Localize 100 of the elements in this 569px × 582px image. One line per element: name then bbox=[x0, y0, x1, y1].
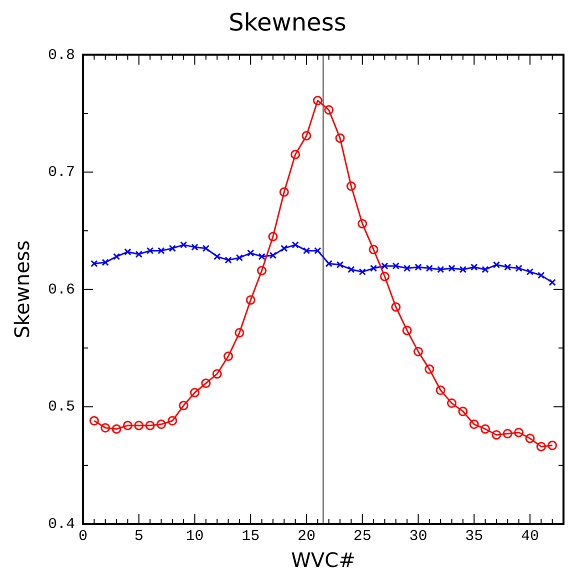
point bbox=[525, 434, 535, 444]
y-tick-label: 0.8 bbox=[48, 46, 76, 64]
point bbox=[482, 266, 489, 274]
x-tick-label: 40 bbox=[520, 528, 539, 545]
point bbox=[135, 250, 142, 258]
point bbox=[134, 420, 144, 430]
x-tick-label: 25 bbox=[353, 528, 372, 545]
point bbox=[212, 369, 222, 379]
point bbox=[336, 261, 344, 268]
point bbox=[190, 388, 200, 398]
point bbox=[346, 181, 356, 191]
x-axis-title: WVC# bbox=[291, 548, 356, 572]
point bbox=[414, 264, 422, 271]
point bbox=[514, 428, 524, 438]
point bbox=[324, 105, 334, 115]
x-tick-label: 15 bbox=[242, 528, 260, 545]
point bbox=[335, 133, 345, 143]
point bbox=[224, 256, 232, 264]
point bbox=[380, 272, 390, 282]
point bbox=[392, 262, 400, 270]
point bbox=[448, 264, 456, 272]
point bbox=[548, 440, 558, 450]
point bbox=[403, 264, 411, 272]
point bbox=[89, 416, 99, 426]
point bbox=[492, 430, 502, 440]
point bbox=[437, 266, 444, 274]
x-tick-label: 30 bbox=[409, 528, 428, 545]
point bbox=[469, 420, 479, 430]
point bbox=[447, 398, 457, 408]
chart-title: Skewness bbox=[228, 8, 346, 37]
point bbox=[504, 264, 512, 271]
point bbox=[269, 252, 277, 259]
point bbox=[279, 187, 289, 197]
point bbox=[168, 244, 176, 252]
point bbox=[280, 244, 288, 252]
point bbox=[536, 442, 546, 452]
point bbox=[201, 378, 211, 388]
point bbox=[325, 260, 332, 268]
point bbox=[191, 244, 198, 251]
point bbox=[381, 262, 388, 270]
point bbox=[526, 268, 534, 276]
point bbox=[302, 130, 312, 140]
point bbox=[224, 352, 234, 362]
x-tick-label: 10 bbox=[186, 528, 204, 545]
point bbox=[112, 252, 120, 260]
point bbox=[257, 266, 267, 276]
point bbox=[368, 244, 378, 254]
point bbox=[492, 261, 500, 268]
x-tick-label: 35 bbox=[465, 528, 484, 545]
point bbox=[413, 346, 423, 356]
point bbox=[214, 252, 221, 260]
point bbox=[348, 266, 355, 274]
point bbox=[234, 328, 244, 338]
point bbox=[102, 258, 109, 266]
point bbox=[436, 386, 446, 396]
point bbox=[515, 264, 522, 272]
point bbox=[100, 423, 110, 433]
point bbox=[470, 264, 478, 271]
point bbox=[458, 406, 468, 416]
point bbox=[312, 96, 322, 106]
point bbox=[156, 420, 166, 430]
point bbox=[178, 400, 188, 410]
point bbox=[180, 241, 188, 248]
point bbox=[370, 264, 378, 272]
point bbox=[145, 420, 155, 430]
point bbox=[480, 424, 490, 434]
point bbox=[314, 247, 322, 254]
point bbox=[424, 364, 434, 374]
point bbox=[391, 302, 401, 312]
point bbox=[258, 252, 266, 260]
point bbox=[146, 247, 154, 254]
y-tick-label: 0.7 bbox=[48, 164, 76, 182]
point bbox=[246, 295, 256, 305]
point bbox=[168, 416, 178, 426]
point bbox=[268, 232, 278, 242]
y-tick-label: 0.5 bbox=[48, 398, 76, 416]
point bbox=[124, 248, 132, 256]
y-tick-label: 0.6 bbox=[48, 281, 76, 298]
point bbox=[538, 272, 545, 279]
x-tick-label: 0 bbox=[78, 528, 88, 545]
point bbox=[358, 268, 366, 276]
point bbox=[548, 278, 556, 286]
point bbox=[158, 247, 165, 254]
point bbox=[502, 428, 512, 438]
point bbox=[426, 264, 433, 272]
point bbox=[90, 260, 98, 268]
point bbox=[302, 247, 310, 254]
point bbox=[247, 249, 254, 257]
point bbox=[402, 326, 412, 336]
point bbox=[459, 266, 467, 274]
point bbox=[358, 218, 368, 228]
point bbox=[112, 424, 122, 434]
point bbox=[292, 241, 299, 248]
x-tick-label: 20 bbox=[297, 528, 316, 545]
y-axis-title: Skewness bbox=[10, 240, 34, 338]
point bbox=[202, 244, 210, 252]
x-tick-label: 5 bbox=[134, 528, 144, 545]
point bbox=[122, 420, 132, 430]
y-tick-label: 0.4 bbox=[48, 516, 76, 533]
point bbox=[236, 254, 244, 262]
